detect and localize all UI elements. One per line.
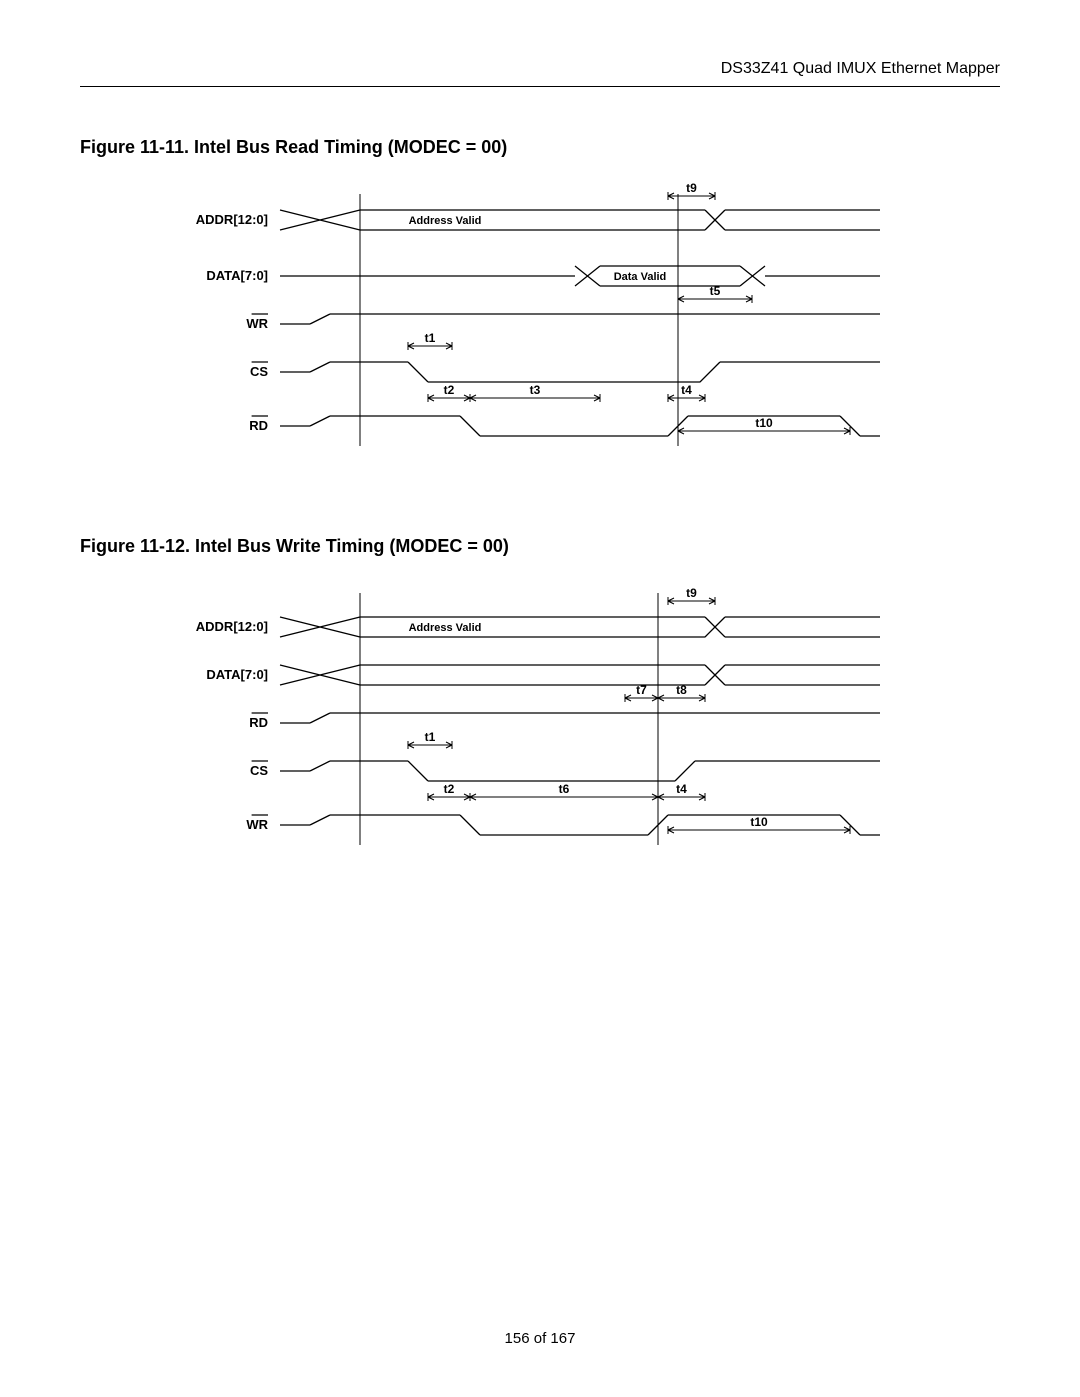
svg-text:t8: t8 [676,683,687,697]
svg-text:t2: t2 [444,782,455,796]
svg-text:WR: WR [246,316,268,331]
svg-text:Address Valid: Address Valid [409,622,482,634]
header-rule [80,86,1000,87]
svg-text:t4: t4 [681,383,692,397]
page-number: 156 of 167 [80,1330,1000,1357]
svg-text:Data Valid: Data Valid [614,271,667,283]
svg-text:Address Valid: Address Valid [409,215,482,227]
doc-header: DS33Z41 Quad IMUX Ethernet Mapper [80,60,1000,86]
svg-text:t3: t3 [530,383,541,397]
svg-text:RD: RD [249,715,268,730]
svg-text:t7: t7 [636,683,647,697]
svg-text:t9: t9 [686,181,697,195]
svg-text:t9: t9 [686,586,697,600]
svg-text:DATA[7:0]: DATA[7:0] [206,268,268,283]
svg-text:t4: t4 [676,782,687,796]
svg-text:t1: t1 [425,331,436,345]
svg-text:DATA[7:0]: DATA[7:0] [206,667,268,682]
svg-text:t6: t6 [559,782,570,796]
svg-text:t10: t10 [755,416,773,430]
svg-text:CS: CS [250,763,268,778]
timing-diagram-write: ADDR[12:0] Address Valid DATA[7:0] RD CS WR t9… [80,575,1000,875]
svg-text:ADDR[12:0]: ADDR[12:0] [196,212,268,227]
svg-text:ADDR[12:0]: ADDR[12:0] [196,619,268,634]
svg-text:RD: RD [249,418,268,433]
svg-text:t10: t10 [750,815,768,829]
figure-caption-1: Figure 11-11. Intel Bus Read Timing (MOD… [80,137,1000,158]
figure-caption-2: Figure 11-12. Intel Bus Write Timing (MO… [80,536,1000,557]
timing-diagram-read: ADDR[12:0] Address Valid DATA[7:0] Data Val… [80,176,1000,476]
svg-text:t5: t5 [710,284,721,298]
svg-text:WR: WR [246,817,268,832]
svg-text:t2: t2 [444,383,455,397]
svg-text:t1: t1 [425,730,436,744]
svg-text:CS: CS [250,364,268,379]
